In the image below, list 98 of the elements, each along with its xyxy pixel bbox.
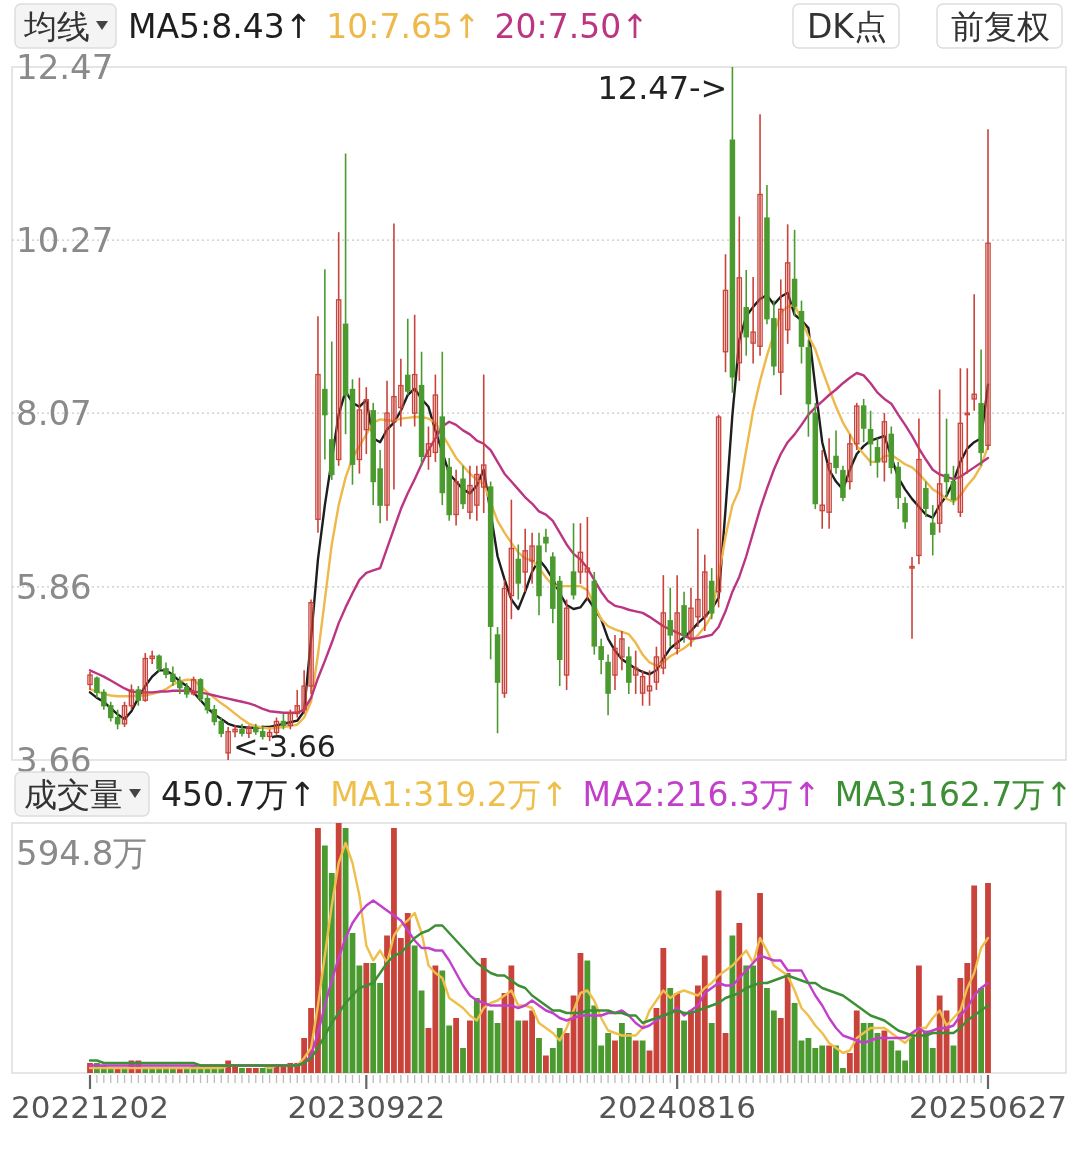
candlestick bbox=[881, 412, 888, 483]
candlestick bbox=[860, 398, 867, 444]
text: 20:7.50↑ bbox=[494, 7, 649, 46]
chart-title: 均线 bbox=[23, 7, 90, 46]
y-tick-label: 10.27 bbox=[16, 220, 114, 261]
candlestick bbox=[204, 693, 211, 715]
candlestick bbox=[674, 574, 680, 656]
candlestick bbox=[867, 409, 874, 467]
bar bbox=[460, 1048, 466, 1073]
candlestick bbox=[833, 429, 839, 475]
bar bbox=[543, 1055, 549, 1073]
candlestick bbox=[405, 317, 411, 396]
candlestick bbox=[909, 556, 915, 640]
candlestick bbox=[957, 367, 964, 518]
candlestick bbox=[577, 522, 584, 585]
bar bbox=[239, 1068, 245, 1073]
candlestick bbox=[653, 645, 660, 691]
y-tick-label: 5.86 bbox=[16, 566, 92, 607]
text: DK点 bbox=[806, 7, 887, 46]
candlestick bbox=[971, 293, 977, 412]
candlestick bbox=[667, 586, 673, 648]
annotation: 12.47-> bbox=[597, 69, 728, 107]
bar bbox=[674, 993, 681, 1073]
bar bbox=[736, 923, 743, 1073]
bar bbox=[881, 1030, 888, 1073]
x-tick-label: 20230922 bbox=[287, 1089, 446, 1125]
candlestick bbox=[563, 598, 570, 691]
bar bbox=[916, 965, 922, 1073]
y-tick-label: 8.07 bbox=[16, 393, 92, 434]
bar bbox=[667, 988, 674, 1073]
bar bbox=[453, 1018, 460, 1073]
text: 10:7.65↑ bbox=[326, 7, 481, 46]
candlestick bbox=[646, 669, 653, 707]
text: MA3:162.7万↑ bbox=[834, 775, 1074, 814]
bar bbox=[632, 1040, 639, 1073]
candlestick bbox=[128, 683, 135, 711]
candlestick bbox=[874, 437, 881, 479]
candlestick bbox=[197, 677, 204, 703]
candlestick bbox=[335, 231, 342, 467]
bar bbox=[363, 963, 370, 1073]
candlestick bbox=[515, 543, 522, 601]
candlestick bbox=[936, 388, 943, 534]
candlestick bbox=[929, 504, 936, 557]
bar bbox=[826, 1045, 833, 1073]
x-tick-label: 20240816 bbox=[598, 1089, 757, 1125]
text: 450.7万↑ bbox=[161, 775, 317, 814]
candlestick bbox=[543, 527, 549, 554]
bar bbox=[757, 893, 763, 1073]
candlestick bbox=[501, 579, 508, 699]
candlestick bbox=[570, 522, 577, 601]
candlestick bbox=[736, 215, 743, 382]
bar bbox=[480, 958, 487, 1073]
candlestick bbox=[425, 425, 432, 471]
candlestick bbox=[923, 480, 929, 518]
candlestick bbox=[508, 498, 515, 620]
candlestick bbox=[950, 465, 957, 506]
candlestick bbox=[943, 417, 950, 499]
candlestick bbox=[722, 253, 729, 373]
candlestick bbox=[660, 574, 667, 676]
x-tick-label: 20221202 bbox=[11, 1089, 169, 1125]
x-tick-label: 20250627 bbox=[909, 1089, 1067, 1125]
candlestick bbox=[315, 315, 321, 534]
candlestick bbox=[632, 649, 639, 695]
bar bbox=[639, 1040, 646, 1073]
candlestick bbox=[453, 468, 459, 527]
candlestick bbox=[584, 516, 591, 601]
bar bbox=[681, 1020, 687, 1073]
annotation: <-3.66 bbox=[233, 729, 336, 764]
candlestick bbox=[87, 671, 93, 691]
candlestick bbox=[639, 669, 646, 707]
bar bbox=[515, 1020, 522, 1073]
bar bbox=[985, 883, 991, 1073]
text: 前复权 bbox=[951, 7, 1050, 46]
candlestick bbox=[985, 128, 991, 451]
candlestick bbox=[916, 417, 922, 565]
candlestick bbox=[432, 373, 439, 463]
candlestick bbox=[411, 313, 418, 428]
candlestick bbox=[135, 685, 142, 707]
bar bbox=[978, 988, 984, 1073]
candlestick bbox=[964, 367, 971, 475]
bar bbox=[612, 1040, 618, 1073]
candlestick bbox=[356, 376, 363, 475]
y-tick-label: 12.47 bbox=[16, 47, 114, 87]
annotation: 594.8万 bbox=[16, 833, 148, 873]
bar bbox=[708, 1023, 715, 1073]
bar bbox=[467, 1020, 473, 1073]
series-label: MA1:319.2万↑ bbox=[330, 775, 569, 814]
text: MA2:216.3万↑ bbox=[582, 775, 821, 814]
candlestick bbox=[902, 496, 908, 530]
bar bbox=[536, 1038, 542, 1073]
bar bbox=[335, 823, 342, 1073]
candlestick bbox=[190, 675, 197, 697]
chart-title: 成交量 bbox=[24, 775, 123, 814]
bar bbox=[473, 998, 480, 1073]
text: MA5:8.43↑ bbox=[128, 7, 313, 46]
candlestick bbox=[715, 413, 722, 609]
candlestick bbox=[121, 700, 128, 728]
candlestick bbox=[363, 386, 370, 455]
